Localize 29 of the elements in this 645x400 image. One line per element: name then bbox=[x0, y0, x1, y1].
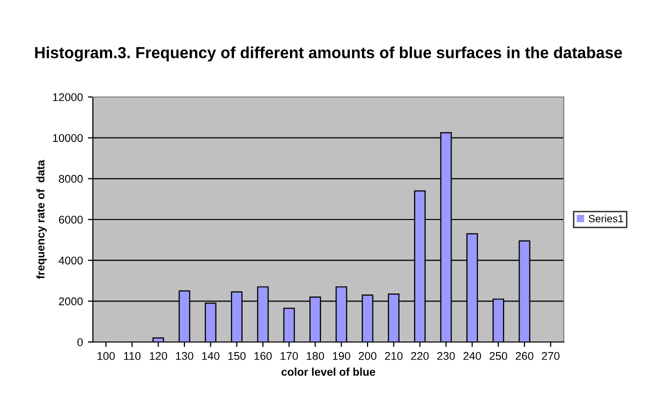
x-tick-label: 220 bbox=[411, 352, 429, 360]
x-tick-label: 170 bbox=[280, 352, 298, 360]
y-tick-label: 8000 bbox=[58, 174, 83, 183]
x-tick-label: 140 bbox=[202, 352, 220, 360]
x-tick-label: 240 bbox=[463, 352, 482, 360]
y-axis-title: frequency rate of data bbox=[36, 160, 47, 279]
x-tick-label: 210 bbox=[384, 352, 403, 360]
chart-title: Histogram.3. Frequency of different amounts of blue surfaces in the database bbox=[35, 46, 622, 62]
x-tick-label: 180 bbox=[306, 352, 324, 360]
y-tick-label: 2000 bbox=[59, 297, 83, 306]
y-tick-label: 12000 bbox=[53, 93, 83, 102]
x-tick-label: 160 bbox=[254, 352, 272, 360]
x-tick-label: 150 bbox=[228, 352, 246, 360]
x-tick-label: 120 bbox=[150, 352, 168, 360]
legend-label: Series1 bbox=[588, 214, 624, 222]
x-tick-label: 260 bbox=[516, 352, 534, 360]
x-tick-label: 130 bbox=[176, 352, 194, 360]
x-tick-label: 270 bbox=[542, 352, 560, 360]
x-tick-label: 200 bbox=[358, 352, 376, 360]
x-tick-label: 230 bbox=[437, 352, 455, 360]
x-tick-label: 110 bbox=[124, 352, 141, 360]
x-axis-title: color level of blue bbox=[282, 368, 376, 376]
y-tick-label: 4000 bbox=[58, 256, 83, 264]
x-tick-label: 250 bbox=[490, 352, 508, 360]
x-tick-label: 190 bbox=[332, 352, 350, 360]
y-tick-label: 6000 bbox=[59, 216, 83, 224]
y-tick-label: 10000 bbox=[53, 134, 83, 142]
x-tick-label: 100 bbox=[98, 352, 115, 360]
y-tick-label: 0 bbox=[77, 338, 83, 346]
